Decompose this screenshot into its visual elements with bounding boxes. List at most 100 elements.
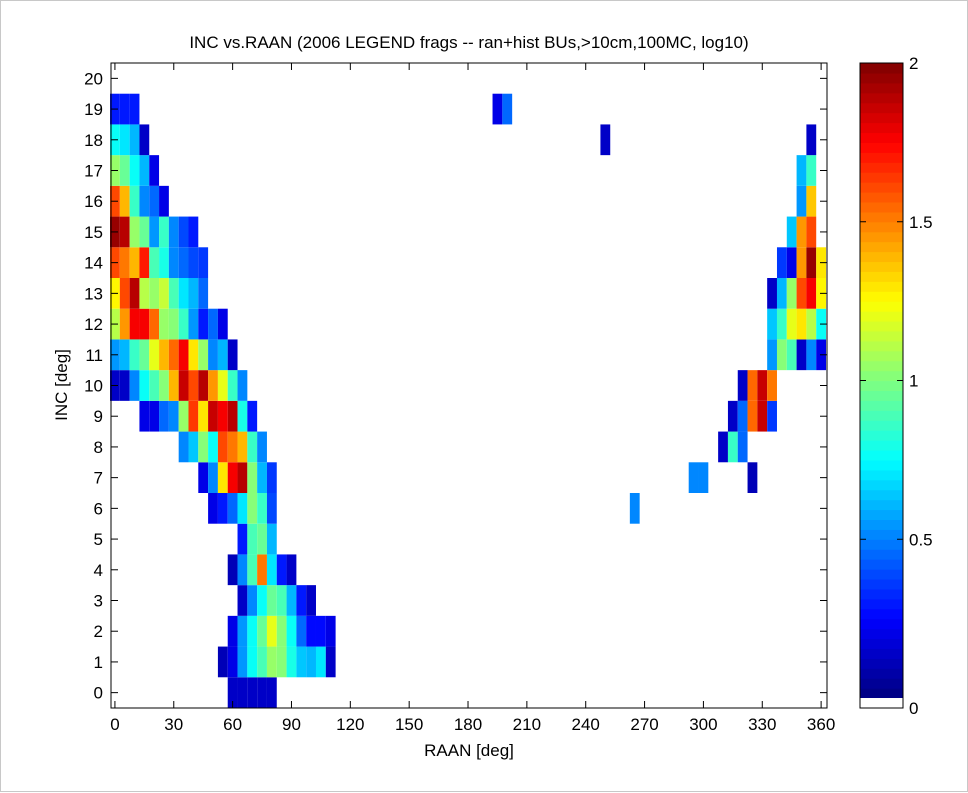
heatmap-cell	[198, 400, 209, 432]
heatmap-cell	[178, 400, 189, 432]
colorbar-level	[860, 489, 903, 501]
colorbar-level	[860, 449, 903, 461]
colorbar-level	[860, 529, 903, 540]
colorbar-level	[860, 241, 903, 253]
heatmap-cell	[198, 462, 209, 493]
heatmap-cell	[276, 646, 287, 678]
heatmap-cell	[168, 278, 179, 309]
colorbar-level	[860, 688, 903, 699]
colorbar-level	[860, 271, 903, 282]
heatmap-cell	[168, 247, 179, 278]
heatmap-cell	[237, 462, 248, 493]
colorbar-level	[860, 420, 903, 431]
heatmap-cell	[227, 615, 238, 647]
colorbar-level	[860, 191, 903, 203]
heatmap-cell	[629, 493, 640, 524]
heatmap-cell	[325, 646, 336, 678]
x-tick-label: 0	[110, 715, 119, 734]
heatmap-cell	[786, 308, 797, 340]
heatmap-cell	[247, 523, 258, 555]
colorbar-level	[860, 618, 903, 630]
heatmap-cell	[266, 462, 277, 493]
heatmap-cell	[502, 93, 513, 125]
heatmap-cell	[198, 370, 209, 401]
colorbar-level	[860, 658, 903, 669]
heatmap-cell	[796, 278, 807, 309]
heatmap-cell	[306, 646, 316, 678]
colorbar-level	[860, 63, 903, 74]
heatmap-cell	[600, 124, 611, 156]
heatmap-cell	[727, 431, 738, 463]
heatmap-cell	[806, 278, 817, 309]
heatmap-cell	[237, 400, 248, 432]
heatmap-cell	[217, 493, 228, 524]
heatmap-cell	[737, 370, 748, 401]
colorbar-level	[860, 211, 903, 223]
heatmap-cell	[159, 185, 169, 217]
heatmap-cell	[119, 308, 130, 340]
heatmap-cell	[119, 247, 130, 278]
heatmap-cell	[139, 155, 150, 186]
colorbar-level	[860, 469, 903, 481]
heatmap-cell	[266, 493, 277, 524]
heatmap-cell	[168, 339, 179, 371]
heatmap-cell	[737, 431, 748, 463]
heatmap-cell	[315, 615, 326, 647]
heatmap-cell	[796, 308, 807, 340]
heatmap-cell	[129, 216, 140, 248]
colorbar-level	[860, 499, 903, 511]
heatmap-cell	[208, 400, 218, 432]
heatmap-cell	[217, 308, 228, 340]
x-tick-label: 120	[336, 715, 364, 734]
colorbar-level	[860, 598, 903, 610]
heatmap-cell	[119, 93, 130, 125]
x-tick-label: 300	[689, 715, 717, 734]
heatmap-cell	[492, 93, 503, 125]
colorbar: 0 0.5 1 1.5 2	[859, 54, 933, 718]
heatmap-cell	[139, 400, 150, 432]
heatmap-cell	[767, 308, 777, 340]
heatmap-cell	[139, 185, 150, 217]
heatmap-cell	[767, 278, 777, 309]
colorbar-level	[860, 648, 903, 659]
colorbar-tick-label: 1.5	[909, 213, 933, 232]
y-tick-label: 11	[85, 346, 103, 365]
heatmap-cell	[276, 615, 287, 647]
heatmap-cell	[315, 646, 326, 678]
heatmap-cell	[227, 400, 238, 432]
heatmap-cell	[227, 493, 238, 524]
y-tick-label: 19	[84, 100, 103, 119]
heatmap-cell	[266, 523, 277, 555]
y-tick-label: 7	[94, 469, 103, 488]
heatmap-cell	[149, 339, 160, 371]
x-tick-label: 30	[164, 715, 183, 734]
heatmap-cell	[286, 646, 297, 678]
heatmap-cell	[237, 370, 248, 401]
heatmap-cell	[178, 431, 189, 463]
x-tick-label: 180	[454, 715, 482, 734]
heatmap-cell	[786, 247, 797, 278]
heatmap-cell	[276, 585, 287, 616]
heatmap-cell	[276, 554, 287, 586]
heatmap-cell	[296, 585, 307, 616]
heatmap-cell	[266, 615, 277, 647]
heatmap-cell	[806, 185, 817, 217]
colorbar-level	[860, 82, 903, 94]
heatmap-cell	[227, 554, 238, 586]
colorbar-tick-label: 2	[909, 54, 918, 73]
heatmap-cell	[159, 400, 169, 432]
heatmap-cell	[247, 462, 258, 493]
heatmap-cell	[129, 339, 140, 371]
colorbar-level	[860, 182, 903, 193]
heatmap-cell	[208, 308, 218, 340]
heatmap-cell	[188, 278, 199, 309]
heatmap-cell	[247, 493, 258, 524]
colorbar-level	[860, 102, 903, 114]
heatmap-cell	[198, 431, 209, 463]
y-tick-label: 20	[84, 69, 103, 88]
colorbar-level	[860, 440, 903, 451]
heatmap-cell	[796, 247, 807, 278]
y-tick-label: 9	[94, 407, 103, 426]
y-tick-label: 1	[94, 653, 103, 672]
